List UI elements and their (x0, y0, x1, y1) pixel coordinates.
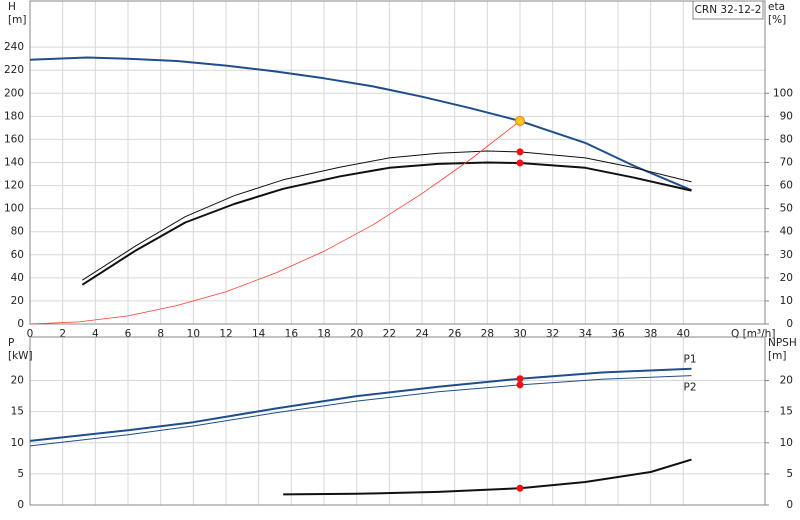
y-tick-label: 140 (4, 157, 24, 169)
y2-axis-unit: [m] (768, 350, 786, 362)
y2-tick-label: 70 (780, 157, 793, 169)
y-tick-label: 5 (17, 468, 24, 480)
series-line (29, 56, 692, 192)
y2-tick-label: 90 (780, 110, 793, 122)
operating-point (516, 381, 524, 389)
operating-point (515, 115, 525, 126)
y-tick-label: 240 (4, 41, 24, 53)
y-tick-label: 80 (11, 226, 24, 238)
y2-tick-label: 100 (773, 87, 793, 99)
operating-point (516, 484, 524, 492)
y2-axis-label: NPSH (768, 337, 797, 349)
y-tick-label: 160 (4, 133, 24, 145)
y-tick-label: 200 (4, 87, 24, 99)
y2-axis-label: eta (768, 1, 785, 13)
operating-point (516, 159, 524, 167)
y2-tick-label: 40 (780, 226, 793, 238)
series-line (82, 150, 692, 281)
y2-tick-label: 0 (786, 318, 793, 330)
chart-title: CRN 32-12-2 (695, 4, 762, 16)
series-line (29, 120, 521, 325)
y-tick-label: 120 (4, 180, 24, 192)
series-line (29, 367, 692, 442)
y2-tick-label: 15 (780, 406, 793, 418)
y2-tick-label: 50 (780, 203, 793, 215)
y-axis-unit: [kW] (8, 350, 33, 362)
y-axis-unit: [m] (8, 14, 26, 26)
y-tick-label: 100 (4, 203, 24, 215)
y-tick-label: 20 (11, 375, 24, 387)
x-tick-label: 0 (27, 328, 34, 340)
operating-point (516, 375, 524, 383)
operating-point (516, 148, 524, 156)
y2-tick-label: 0 (786, 499, 793, 511)
y-tick-label: 220 (4, 64, 24, 76)
y2-tick-label: 20 (780, 272, 793, 284)
y2-tick-label: 10 (780, 437, 793, 449)
y2-tick-label: 20 (780, 375, 793, 387)
y-tick-label: 0 (17, 318, 24, 330)
y-tick-label: 60 (11, 249, 24, 261)
y-tick-label: 20 (11, 295, 24, 307)
series-line (81, 161, 692, 286)
y2-tick-label: 5 (786, 468, 793, 480)
y2-tick-label: 60 (780, 180, 793, 192)
plot-frame (29, 336, 766, 506)
y-tick-label: 15 (11, 406, 24, 418)
y-axis-label: H (8, 1, 16, 13)
series-label: P1 (684, 354, 697, 366)
y-tick-label: 0 (17, 499, 24, 511)
y-tick-label: 180 (4, 110, 24, 122)
x-tick-label: 2 (59, 328, 66, 340)
series-line (29, 375, 692, 447)
y-axis-label: P (8, 337, 14, 349)
x-tick-label: 8 (157, 328, 164, 340)
y2-tick-label: 10 (780, 295, 793, 307)
y2-tick-label: 30 (780, 249, 793, 261)
y2-tick-label: 80 (780, 133, 793, 145)
series-label: P2 (684, 382, 697, 394)
y-tick-label: 40 (11, 272, 24, 284)
x-tick-label: 4 (92, 328, 99, 340)
y2-axis-unit: [%] (768, 14, 786, 26)
plot-frame (29, 0, 766, 325)
x-tick-label: 6 (125, 328, 132, 340)
title-box (692, 0, 764, 20)
y-tick-label: 10 (11, 437, 24, 449)
